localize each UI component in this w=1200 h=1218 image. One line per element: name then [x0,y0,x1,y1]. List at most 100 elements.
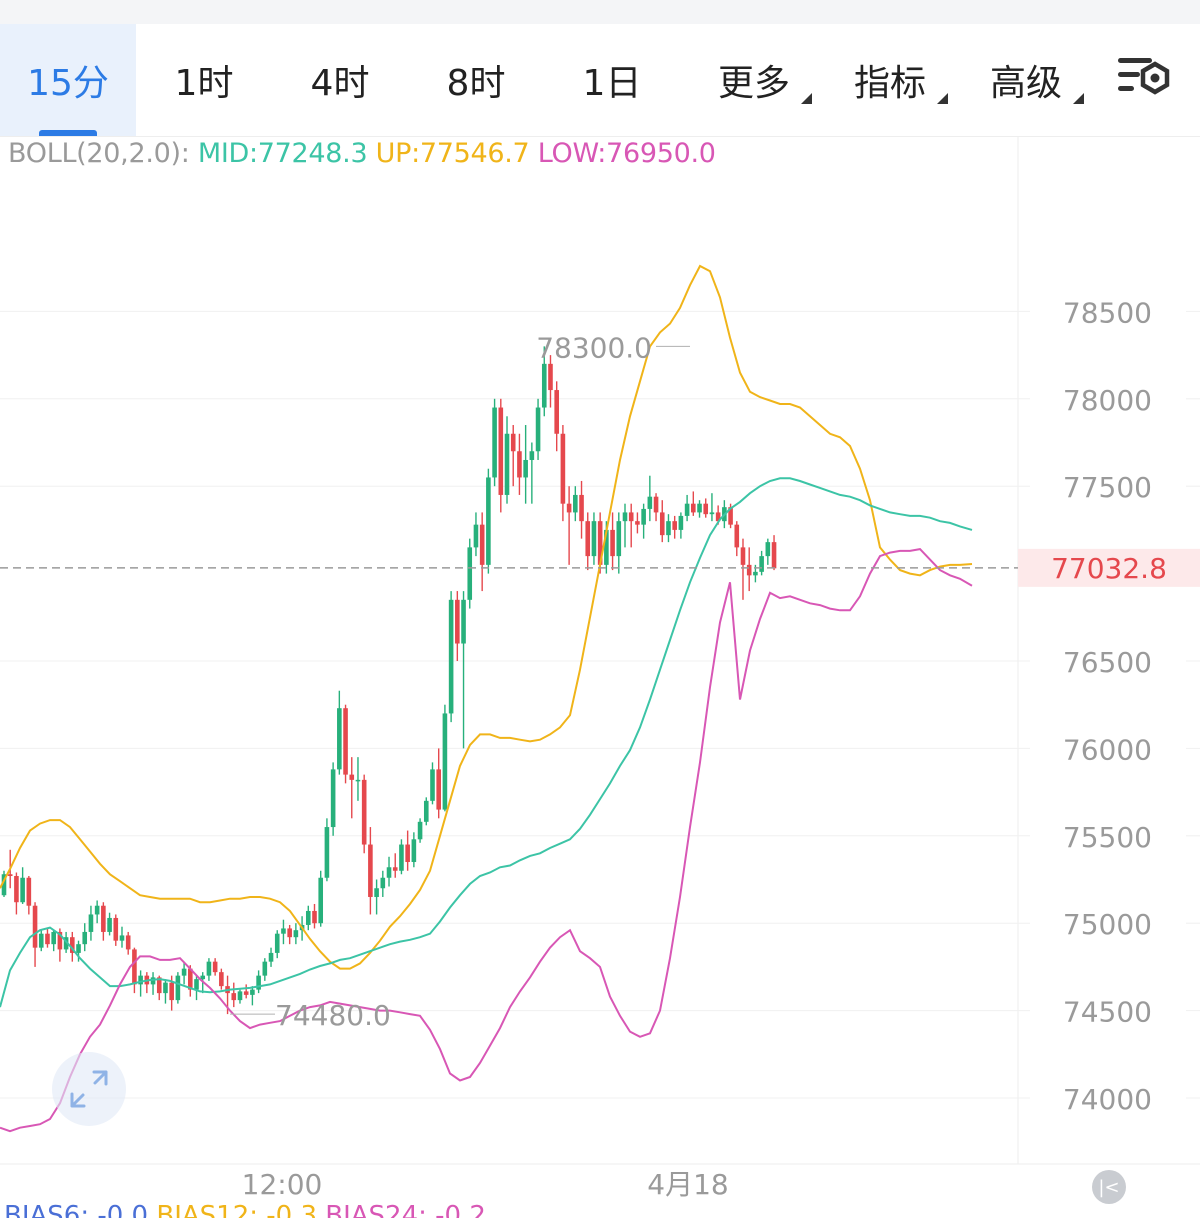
dropdown-caret-icon [1073,93,1084,104]
candle-body [641,508,646,525]
candle-body [324,827,330,878]
candle-body [256,975,261,990]
candle-body [697,503,702,513]
boll-up-value: UP:77546.7 [375,138,530,169]
tab-4h[interactable]: 4时 [272,24,408,136]
boll-legend: BOLL(20,2.0): MID:77248.3 UP:77546.7 LOW… [8,138,716,169]
price-chart[interactable]: 78500 78000 77500 76500 76000 75500 75000 74500… [0,136,1200,1203]
candle-body [312,910,317,924]
candle-body [156,977,162,994]
candle-body [771,542,777,569]
tab-1d[interactable]: 1日 [544,24,680,136]
tab-label: 1时 [174,63,234,104]
tab-label: 更多 [717,63,790,104]
candle-body [548,363,553,391]
candle-body [7,874,13,877]
jump-to-latest-button[interactable]: |< [1092,1170,1126,1204]
current-price-label: 77032.8 [1051,552,1167,585]
candle-body [647,496,653,509]
tab-label: 1日 [582,63,642,104]
active-tab-indicator [39,130,97,136]
candle-body [38,933,44,948]
bias12-value: BIAS12: -0.3 [156,1203,317,1218]
tab-label: 指标 [853,63,926,104]
candle-body [374,888,379,897]
candle-body [616,521,622,557]
status-strip [0,0,1200,24]
candle-body [82,931,88,945]
candle-body [691,503,696,513]
x-tick-label: 4月18 [647,1168,728,1201]
candle-body [759,556,764,572]
candle-body [138,975,143,985]
boll-params: BOLL(20,2.0): [8,138,190,169]
candle-body [368,844,373,897]
candle-body [194,979,199,990]
candle-body [26,877,32,906]
candle-body [107,917,112,932]
candle-body [529,451,535,460]
candle-body [287,928,292,938]
candle-body [150,977,156,985]
y-tick-label: 74000 [1063,1083,1152,1116]
candle-body [188,968,193,990]
y-tick-label: 76000 [1063,733,1152,766]
y-tick-label: 78000 [1063,384,1152,417]
candle-body [541,363,547,408]
tab-1h[interactable]: 1时 [136,24,272,136]
candle-body [684,503,690,516]
tab-advanced[interactable]: 高级 [966,24,1086,136]
candle-body [417,821,423,840]
candle-body [492,407,497,478]
tab-8h[interactable]: 8时 [408,24,544,136]
chart-settings-icon [1118,58,1170,95]
candle-body [628,512,634,522]
candle-body [597,521,603,565]
candle-body [181,968,187,976]
x-tick-label: 12:00 [242,1168,323,1201]
candle-body [479,524,485,565]
candle-body [63,937,69,950]
y-tick-label: 77500 [1063,471,1152,504]
chart-settings-button[interactable] [1112,52,1174,108]
tab-label: 8时 [446,63,506,104]
candle-body [231,993,237,1001]
candle-body [504,433,510,495]
candle-body [219,972,224,987]
candle-body [45,933,50,945]
candle-body [94,905,100,915]
candle-body [461,599,466,644]
boll-lower-line [0,548,973,1133]
candle-body [510,433,516,452]
candle-body [399,844,404,871]
tab-label: 高级 [989,63,1062,104]
candle-body [392,867,398,871]
candle-body [535,407,541,452]
candle-body [305,910,311,925]
candle-body [355,779,361,782]
candle-body [560,433,566,504]
candle-body [746,564,752,576]
candle-body [386,867,392,878]
candle-body [119,935,125,941]
y-tick-label: 76500 [1063,646,1152,679]
boll-mid-line [0,477,973,1008]
candle-body [672,521,677,530]
tab-more[interactable]: 更多 [694,24,814,136]
candle-body [666,521,671,536]
candle-body [423,800,429,822]
y-tick-label: 75000 [1063,908,1152,941]
candle-body [715,512,721,522]
bias24-value: BIAS24: -0.2 [325,1203,486,1218]
tab-15min[interactable]: 15分 [0,24,136,136]
candle-body [455,599,460,644]
candle-body [175,975,181,1001]
expand-chart-button[interactable] [52,1052,126,1126]
candle-body [20,877,25,903]
dropdown-caret-icon [801,93,812,104]
candle-body [70,937,75,953]
tab-indicators[interactable]: 指标 [830,24,950,136]
candle-body [132,949,137,985]
candle-body [113,917,119,941]
skip-back-icon: |< [1098,1176,1120,1198]
